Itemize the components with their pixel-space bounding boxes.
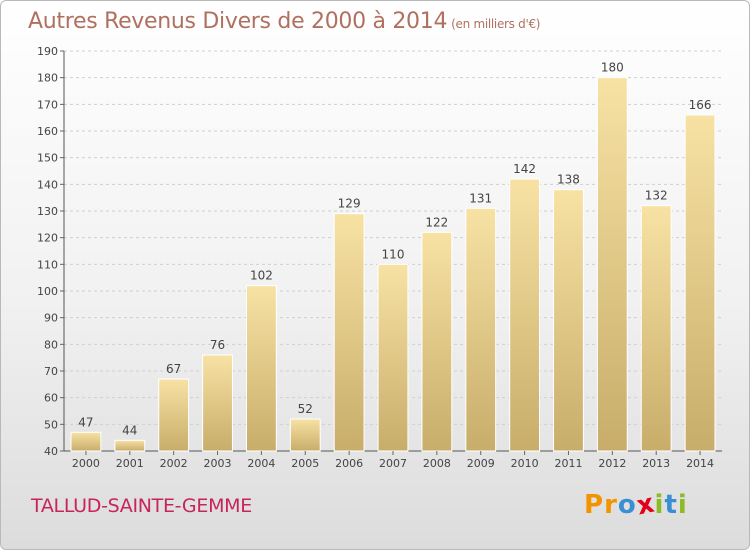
- chart-unit-note: (en milliers d'€): [451, 17, 541, 31]
- x-tick-label: 2012: [598, 457, 626, 470]
- value-label: 142: [513, 162, 536, 176]
- commune-name: TALLUD-SAINTE-GEMME: [31, 495, 252, 517]
- bar-2014: [684, 114, 716, 452]
- y-tick-label: 170: [37, 98, 58, 111]
- y-tick-label: 90: [44, 312, 58, 325]
- bar-2011: [553, 189, 584, 452]
- bar-2003: [202, 354, 233, 452]
- value-label: 102: [250, 269, 273, 283]
- y-tick-label: 160: [37, 125, 58, 138]
- y-tick-label: 80: [44, 338, 58, 351]
- bar-2010: [509, 178, 541, 452]
- y-tick-label: 110: [37, 258, 58, 271]
- logo-letter: i: [654, 490, 665, 520]
- value-label: 110: [382, 247, 405, 261]
- bar-2007: [377, 263, 409, 452]
- y-tick-label: 70: [44, 365, 58, 378]
- value-labels: 47 44 67 76 102 52 129 110 122 131 142 138 180 132 166: [78, 61, 711, 438]
- y-tick-label: 190: [37, 45, 58, 58]
- x-tick-label: 2007: [379, 457, 407, 470]
- bar-2013: [640, 205, 672, 452]
- x-tick-labels: 2000 2001 2002 2003 2004 2005 2006 2007 2008 2009…: [72, 451, 714, 470]
- bar-2006: [333, 213, 365, 452]
- value-label: 44: [122, 423, 137, 437]
- y-tick-labels: 40 50 60 70 80 90 100 110 120 130 140 150 160 170 180 1…: [37, 45, 58, 458]
- x-tick-label: 2013: [642, 457, 670, 470]
- y-tick-label: 180: [37, 72, 58, 85]
- y-tick-label: 60: [44, 392, 58, 405]
- value-label: 129: [338, 197, 361, 211]
- y-tick-label: 130: [37, 205, 58, 218]
- bar-2012: [596, 77, 628, 452]
- bar-2004: [245, 285, 277, 452]
- value-label: 138: [557, 173, 580, 187]
- value-label: 76: [210, 338, 225, 352]
- x-tick-label: 2001: [116, 457, 144, 470]
- y-tick-label: 140: [37, 178, 58, 191]
- x-tick-label: 2009: [467, 457, 495, 470]
- logo-letter: P: [584, 490, 605, 520]
- x-tick-label: 2003: [204, 457, 232, 470]
- value-label: 52: [298, 402, 313, 416]
- value-label: 122: [425, 215, 448, 229]
- chart-title: Autres Revenus Divers de 2000 à 2014 (en …: [28, 9, 540, 34]
- bar-2000: [70, 431, 102, 452]
- x-tick-label: 2005: [291, 457, 319, 470]
- proxiti-logo: Proxiti: [584, 488, 688, 521]
- x-tick-label: 2002: [160, 457, 188, 470]
- bar-2009: [465, 207, 497, 452]
- value-label: 180: [601, 61, 624, 75]
- value-label: 47: [78, 415, 93, 429]
- x-tick-label: 2008: [423, 457, 451, 470]
- x-tick-label: 2000: [72, 457, 100, 470]
- value-label: 166: [689, 98, 712, 112]
- x-tick-label: 2010: [511, 457, 539, 470]
- value-label: 67: [166, 362, 181, 376]
- bar-2002: [158, 378, 190, 452]
- value-label: 131: [469, 191, 492, 205]
- x-tick-label: 2011: [554, 457, 582, 470]
- value-label: 132: [645, 189, 668, 203]
- y-tick-label: 150: [37, 152, 58, 165]
- x-tick-label: 2004: [247, 457, 275, 470]
- logo-letter: r: [604, 490, 618, 520]
- logo-letter: o: [617, 490, 637, 520]
- bar-2008: [421, 231, 453, 452]
- x-tick-label: 2014: [686, 457, 714, 470]
- y-tick-label: 50: [44, 418, 58, 431]
- x-tick-label: 2006: [335, 457, 363, 470]
- y-tick-label: 120: [37, 232, 58, 245]
- bars: [70, 77, 716, 452]
- logo-letter: i: [677, 490, 688, 520]
- chart-title-text: Autres Revenus Divers de 2000 à 2014: [28, 9, 448, 34]
- bar-2001: [114, 439, 146, 452]
- y-tick-label: 100: [37, 285, 58, 298]
- logo-letter: t: [664, 490, 678, 520]
- bar-2005: [289, 418, 321, 452]
- y-tick-label: 40: [44, 445, 58, 458]
